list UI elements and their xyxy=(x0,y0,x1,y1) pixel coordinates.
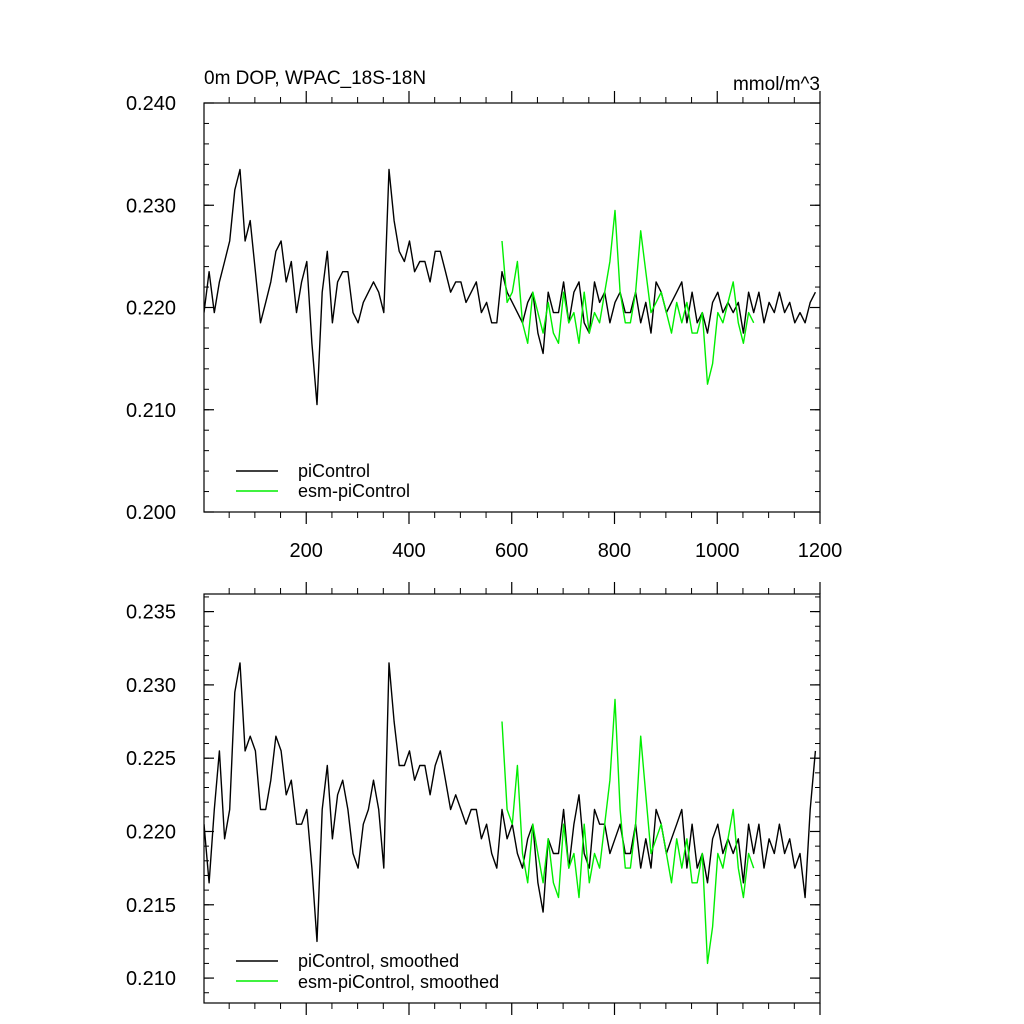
series-line-esm-picontrol xyxy=(501,209,755,385)
top-legend: piControl esm-piControl xyxy=(236,461,410,501)
series-line-picontrol-smoothed xyxy=(204,662,817,943)
x-tick-label: 1200 xyxy=(798,540,843,562)
y-tick-label: 0.220 xyxy=(126,298,176,320)
bottom-axes-layer: 0.210 0.215 0.220 0.225 0.230 0.235 xyxy=(126,582,821,1015)
y-tick-label: 0.235 xyxy=(126,602,176,624)
legend-label-esm-picontrol: esm-piControl xyxy=(298,481,410,501)
series-line-esm-picontrol-smoothed xyxy=(501,698,755,965)
legend-label-esm-picontrol-smoothed: esm-piControl, smoothed xyxy=(298,972,499,992)
y-tick-label: 0.220 xyxy=(126,821,176,843)
x-tick-label: 800 xyxy=(598,540,631,562)
y-tick-label: 0.230 xyxy=(126,675,176,697)
top-panel: 0m DOP, WPAC_18S-18N mmol/m^3 0.200 0.210… xyxy=(126,68,842,562)
top-series-layer xyxy=(204,168,817,406)
y-tick-label: 0.225 xyxy=(126,748,176,770)
series-line-picontrol xyxy=(204,168,817,406)
x-tick-label: 200 xyxy=(290,540,323,562)
x-tick-label: 1000 xyxy=(695,540,740,562)
y-tick-label: 0.210 xyxy=(126,400,176,422)
top-axes-layer: 0.200 0.210 0.220 0.230 0.240 200 400 600 800 100… xyxy=(126,91,842,562)
y-tick-label: 0.200 xyxy=(126,502,176,524)
title-left: 0m DOP, WPAC_18S-18N xyxy=(204,68,426,89)
y-tick-label: 0.230 xyxy=(126,195,176,217)
title-units: mmol/m^3 xyxy=(733,74,820,95)
bottom-legend: piControl, smoothed esm-piControl, smoot… xyxy=(236,951,499,992)
plot-frame xyxy=(203,593,821,1004)
legend-label-picontrol-smoothed: piControl, smoothed xyxy=(298,951,459,971)
x-tick-label: 400 xyxy=(392,540,425,562)
y-tick-label: 0.210 xyxy=(126,968,176,990)
x-tick-label: 600 xyxy=(495,540,528,562)
legend-label-picontrol: piControl xyxy=(298,461,370,481)
y-tick-label: 0.240 xyxy=(126,93,176,115)
y-tick-label: 0.215 xyxy=(126,895,176,917)
bottom-series-layer xyxy=(204,662,817,965)
bottom-panel: 0.210 0.215 0.220 0.225 0.230 0.235 piControl… xyxy=(126,582,821,1015)
